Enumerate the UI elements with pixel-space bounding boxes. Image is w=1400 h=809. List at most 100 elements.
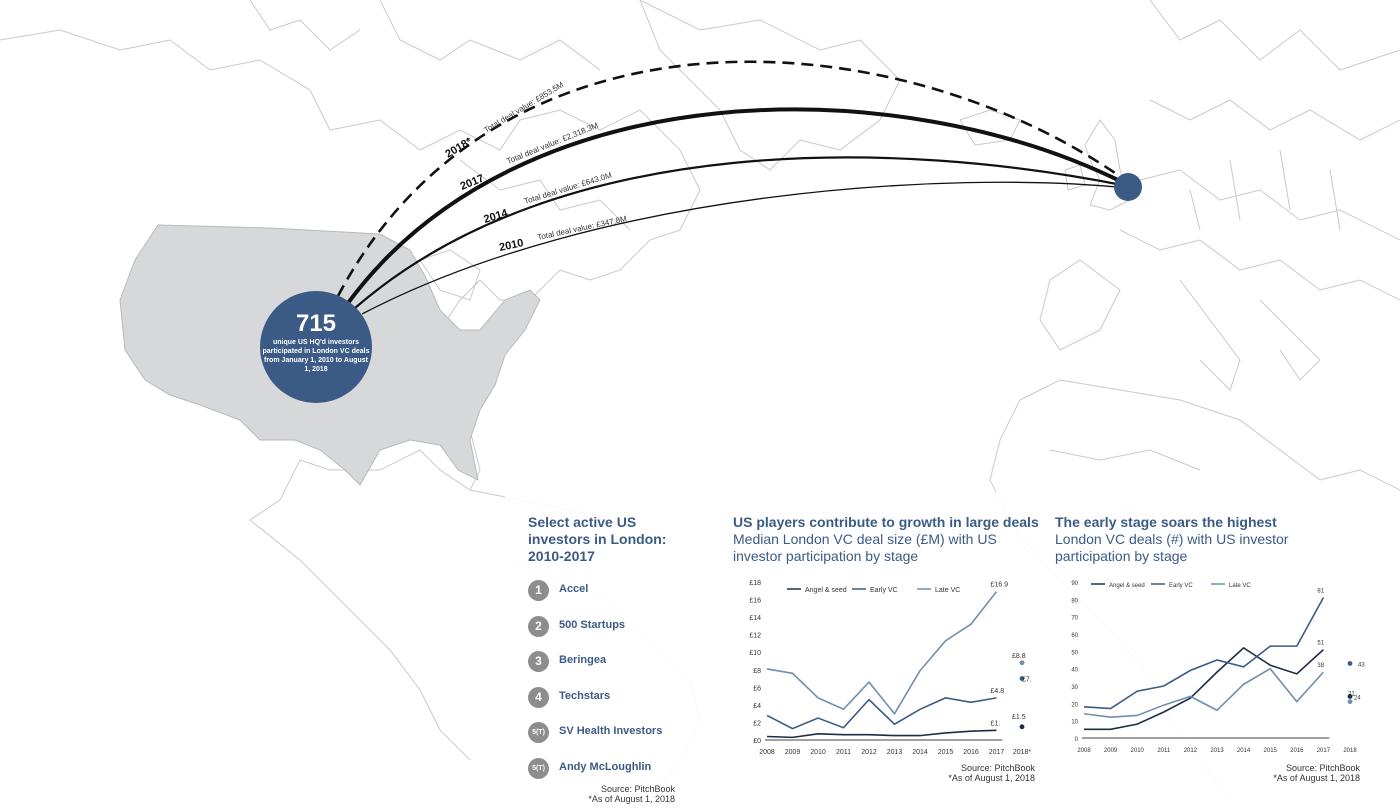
y-tick-label: 40 — [1071, 668, 1078, 674]
x-tick-label: 2014 — [1237, 748, 1251, 754]
y-tick-label: £6 — [753, 685, 761, 692]
x-tick-label: 2009 — [785, 749, 801, 756]
rank-badge: 2 — [528, 615, 549, 637]
flow-arc-2017 — [346, 107, 1127, 305]
y-tick-label: 80 — [1071, 598, 1078, 604]
y-tick-label: 0 — [1075, 737, 1079, 743]
y-tick-label: £4 — [753, 703, 761, 710]
x-tick-label: 2016 — [1290, 748, 1304, 754]
data-point-label: 43 — [1358, 662, 1365, 668]
flow-arc-2014 — [354, 156, 1128, 309]
rank-badge: 5(T) — [528, 722, 549, 743]
data-point-2018 — [1019, 724, 1025, 730]
bottom-panel — [505, 492, 1400, 809]
rank-badge: 3 — [528, 651, 549, 672]
data-point-label: 21 — [1348, 692, 1355, 698]
data-point-label: £8.8 — [1012, 653, 1026, 660]
series-end-label: £4.8 — [991, 688, 1005, 695]
x-tick-label: 2018* — [1013, 749, 1032, 756]
chart1-source: Source: PitchBook *As of August 1, 2018 — [948, 763, 1035, 783]
series-line — [766, 697, 997, 730]
legend-label: Late VC — [1229, 583, 1251, 589]
chart2-source: Source: PitchBook *As of August 1, 2018 — [1273, 763, 1360, 783]
us-hub-circle — [260, 291, 372, 403]
data-point-label: £1.5 — [1012, 714, 1026, 721]
chart1-deal-size: £0 £2 £4 £6 £8 £10 £12 £14 £16 £18 2008 2009 2010 201… — [749, 580, 1032, 756]
chart1-title: US players contribute to growth in large… — [733, 514, 1039, 530]
investors-source: Source: PitchBook *As of August 1, 2018 — [588, 784, 675, 804]
y-tick-label: £14 — [749, 615, 761, 622]
legend-label: Angel & seed — [805, 587, 847, 594]
investor-name: 500 Startups — [559, 618, 626, 631]
data-point-2018 — [1019, 660, 1025, 666]
london-dot — [1114, 173, 1142, 201]
flow-value-2010: Total deal value: £347.8M — [537, 214, 628, 242]
y-tick-label: 30 — [1071, 685, 1078, 691]
y-tick-label: 50 — [1071, 650, 1078, 656]
x-tick-label: 2016 — [963, 749, 979, 756]
investors-title: Select active US investors in London: 20… — [528, 514, 667, 564]
flow-arcs — [336, 60, 1128, 315]
x-tick-label: 2017 — [989, 749, 1005, 756]
x-tick-label: 2014 — [912, 749, 928, 756]
us-hub-text: 715 unique US HQ'd investors participate… — [262, 310, 370, 374]
x-tick-label: 2015 — [1264, 748, 1278, 754]
y-tick-label: 60 — [1071, 633, 1078, 639]
series-end-label: £1. — [991, 720, 1001, 727]
hub-description: unique US HQ'd investors participated in… — [262, 339, 370, 373]
investor-name: Accel — [559, 583, 589, 595]
data-point-2018 — [1019, 676, 1025, 681]
chart2-subtitle: London VC deals (#) with US investor par… — [1055, 531, 1289, 564]
series-line — [1083, 597, 1325, 710]
legend-label: Late VC — [935, 587, 960, 594]
x-tick-label: 2013 — [1210, 748, 1224, 754]
legend-label: Angel & seed — [1109, 583, 1145, 589]
legend-label: Early VC — [1169, 583, 1193, 589]
flow-arc-2010 — [361, 181, 1128, 315]
y-tick-label: £8 — [753, 668, 761, 675]
series-line — [766, 729, 997, 739]
series-end-label: 81 — [1317, 589, 1324, 595]
x-tick-label: 2018 — [1343, 748, 1357, 754]
chart1-heading: US players contribute to growth in large… — [733, 514, 1043, 565]
y-tick-label: 90 — [1071, 581, 1078, 587]
x-tick-label: 2013 — [887, 749, 903, 756]
chart1-subtitle: Median London VC deal size (£M) with US … — [733, 531, 997, 564]
data-point-label: 24 — [1354, 695, 1361, 701]
x-tick-label: 2010 — [1131, 748, 1145, 754]
x-tick-label: 2011 — [1157, 748, 1171, 754]
y-tick-label: 20 — [1071, 702, 1078, 708]
x-tick-label: 2017 — [1317, 748, 1331, 754]
flow-arc-2018 — [336, 60, 1126, 297]
x-tick-label: 2008 — [1077, 748, 1091, 754]
y-tick-label: £16 — [749, 598, 761, 605]
data-point-2018 — [1347, 661, 1353, 666]
investor-name: Beringea — [559, 654, 607, 666]
x-tick-label: 2010 — [810, 749, 826, 756]
series-end-label: 51 — [1317, 641, 1324, 647]
x-tick-label: 2009 — [1104, 748, 1118, 754]
flow-year-2018: 2018* — [443, 135, 474, 160]
data-point-label: £7. — [1022, 677, 1032, 684]
series-line — [1084, 646, 1324, 731]
x-tick-label: 2012 — [861, 749, 877, 756]
y-tick-label: £18 — [749, 580, 761, 587]
chart2-heading: The early stage soars the highest London… — [1055, 514, 1345, 565]
flow-value-2018: Total deal value: £853.5M — [482, 80, 565, 135]
series-end-label: 38 — [1317, 663, 1324, 669]
data-point-2018 — [1347, 699, 1353, 704]
hub-number: 715 — [295, 310, 337, 337]
flow-year-2010: 2010 — [498, 237, 524, 254]
x-tick-label: 2015 — [938, 749, 954, 756]
legend-label: Early VC — [870, 587, 898, 594]
x-tick-label: 2012 — [1184, 748, 1198, 754]
rank-badge: 4 — [528, 686, 549, 708]
y-tick-label: £10 — [749, 650, 761, 657]
y-tick-label: £12 — [749, 633, 761, 640]
flow-value-2017: Total deal value: £2,318.3M — [505, 121, 599, 166]
flow-year-2014: 2014 — [482, 207, 510, 226]
investor-name: Techstars — [559, 689, 611, 702]
y-tick-label: 70 — [1071, 616, 1078, 622]
chart2-deal-count: 0 10 20 30 40 50 60 70 80 90 2008 2009 2010 2011 2012 2… — [1071, 581, 1365, 754]
